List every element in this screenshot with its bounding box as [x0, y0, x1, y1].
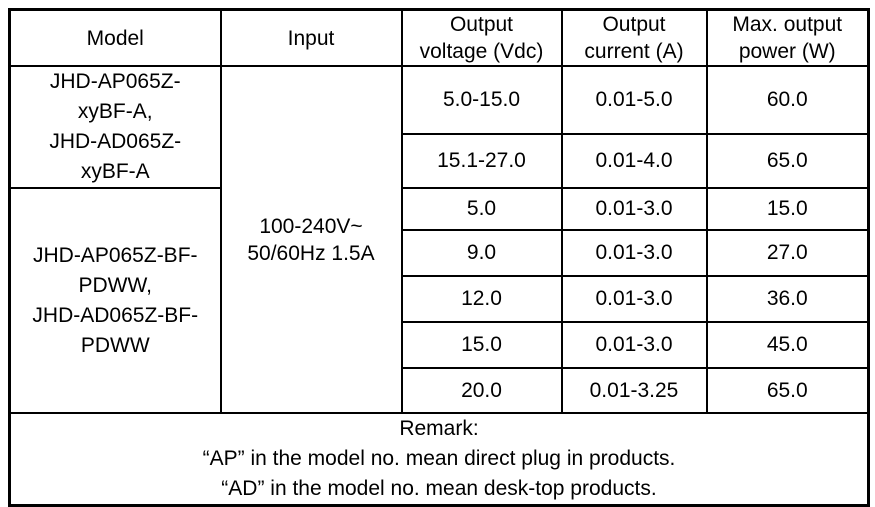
voltage-cell: 15.0	[400, 321, 563, 369]
voltage-cell: 5.0-15.0	[400, 65, 563, 135]
model-group-b-cell: JHD-AP065Z-BF- PDWW, JHD-AD065Z-BF- PDWW	[8, 187, 222, 414]
header-row: Model Input Output voltage (Vdc) Output …	[8, 8, 870, 67]
current-cell: 0.01-5.0	[560, 65, 708, 135]
col-header-power: Max. output power (W)	[705, 8, 870, 67]
power-cell: 27.0	[705, 229, 870, 277]
col-header-current: Output current (A)	[560, 8, 708, 67]
power-cell: 15.0	[705, 187, 870, 231]
input-spec-cell: 100-240V~ 50/60Hz 1.5A	[219, 65, 403, 414]
power-cell: 36.0	[705, 275, 870, 323]
voltage-cell: 12.0	[400, 275, 563, 323]
current-cell: 0.01-3.0	[560, 229, 708, 277]
current-cell: 0.01-3.0	[560, 275, 708, 323]
voltage-cell: 15.1-27.0	[400, 132, 563, 190]
power-cell: 65.0	[705, 132, 870, 190]
voltage-cell: 5.0	[400, 187, 563, 231]
remark-text: Remark: “AP” in the model no. mean direc…	[8, 412, 870, 507]
col-header-input: Input	[219, 8, 403, 67]
power-spec-table: Model Input Output voltage (Vdc) Output …	[8, 8, 870, 507]
col-header-model: Model	[8, 8, 222, 67]
table-row: 12.0 0.01-3.0 36.0	[10, 275, 870, 323]
voltage-cell: 9.0	[400, 229, 563, 277]
remark-row: Remark: “AP” in the model no. mean direc…	[8, 412, 870, 507]
power-cell: 60.0	[705, 65, 870, 135]
table-row: 9.0 0.01-3.0 27.0	[10, 229, 870, 277]
power-cell: 45.0	[705, 321, 870, 369]
power-cell: 65.0	[705, 367, 870, 414]
voltage-cell: 20.0	[400, 367, 563, 414]
current-cell: 0.01-4.0	[560, 132, 708, 190]
current-cell: 0.01-3.25	[560, 367, 708, 414]
col-header-voltage: Output voltage (Vdc)	[400, 8, 563, 67]
table-row: 20.0 0.01-3.25 65.0	[10, 367, 870, 414]
table-row: 15.0 0.01-3.0 45.0	[10, 321, 870, 369]
model-group-a-cell: JHD-AP065Z- xyBF-A, JHD-AD065Z- xyBF-A	[8, 65, 222, 189]
table-row: JHD-AP065Z-BF- PDWW, JHD-AD065Z-BF- PDWW…	[8, 187, 870, 414]
current-cell: 0.01-3.0	[560, 321, 708, 369]
table-row: JHD-AP065Z- xyBF-A, JHD-AD065Z- xyBF-A 1…	[8, 65, 870, 414]
table-row: 15.1-27.0 0.01-4.0 65.0	[10, 132, 870, 190]
current-cell: 0.01-3.0	[560, 187, 708, 231]
